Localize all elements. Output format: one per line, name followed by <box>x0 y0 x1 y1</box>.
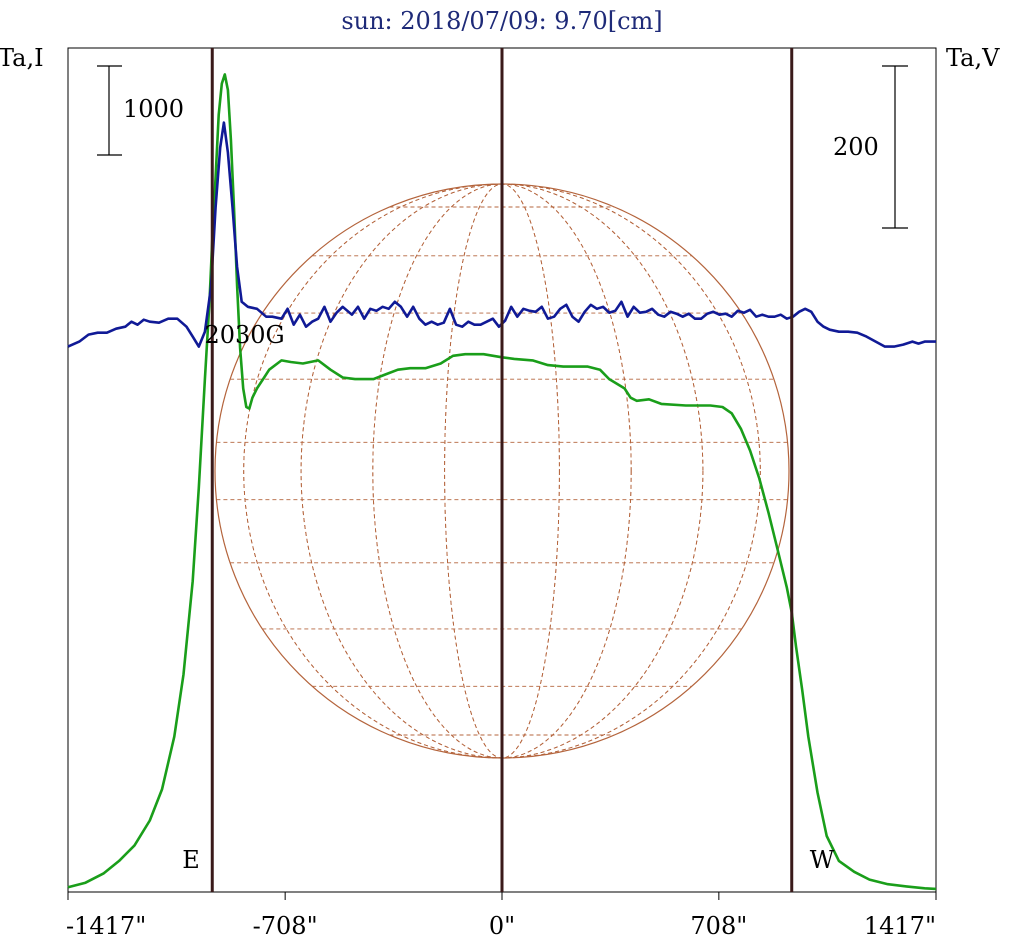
x-tick-label: 1417" <box>864 912 936 940</box>
scale-bar-right <box>882 65 908 229</box>
x-tick-label: 708" <box>690 912 747 940</box>
x-tick-labels: -1417" -708" 0" 708" 1417" <box>66 912 936 940</box>
x-tick-label: 0" <box>489 912 515 940</box>
scale-bar-right-label: 200 <box>833 133 879 161</box>
scale-bar-left-label: 1000 <box>123 95 184 123</box>
series-layer <box>67 73 937 891</box>
x-tick-label: -708" <box>253 912 318 940</box>
annotation-label: 2030G <box>204 321 284 349</box>
y-axis-label-left: Ta,I <box>0 44 44 72</box>
chart-title: sun: 2018/07/09: 9.70[cm] <box>341 7 662 35</box>
y-axis-label-right: Ta,V <box>946 44 1000 72</box>
limb-label-west: W <box>810 846 835 874</box>
limb-label-east: E <box>182 846 200 874</box>
limb-lines <box>210 48 794 892</box>
scale-bar-left <box>97 65 122 156</box>
series-line-V <box>67 121 936 348</box>
x-tick-label: -1417" <box>66 912 146 940</box>
x-tick-marks <box>67 892 937 900</box>
series-line-I <box>67 73 937 891</box>
